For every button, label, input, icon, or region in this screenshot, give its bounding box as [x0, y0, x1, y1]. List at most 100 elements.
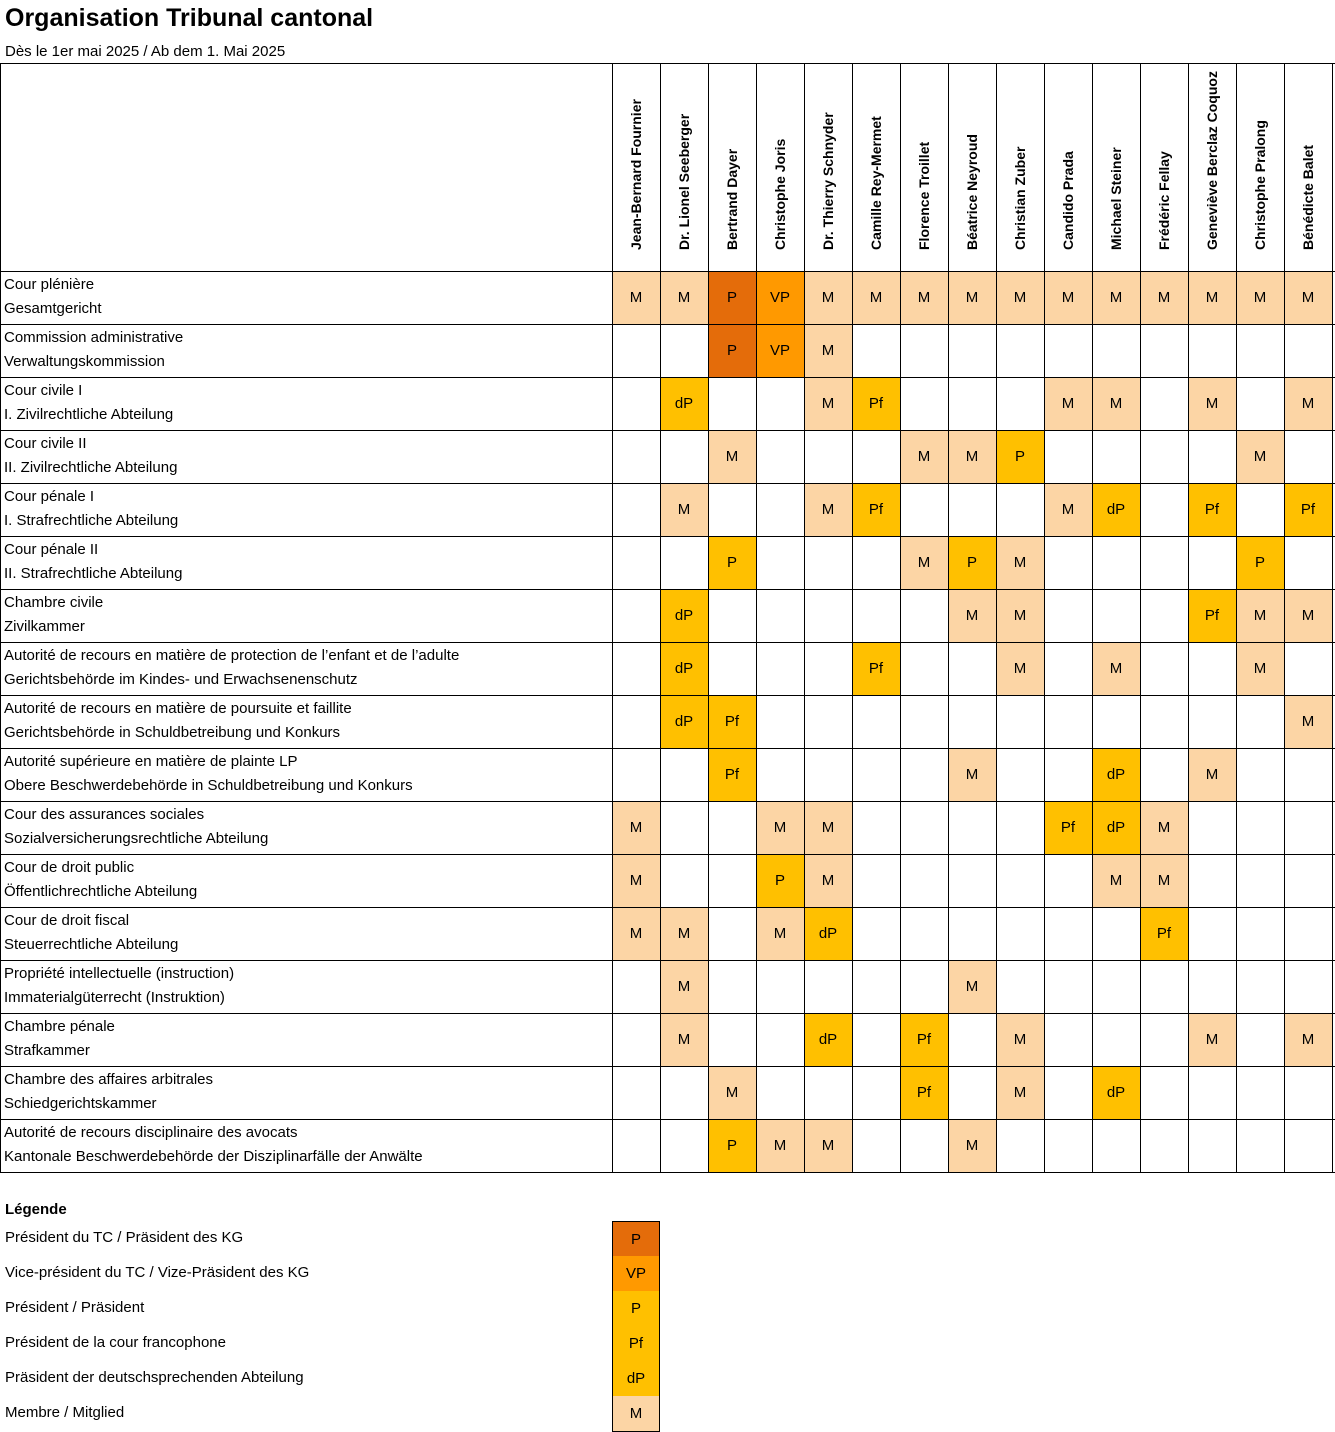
- column-divider: [1236, 63, 1237, 1172]
- role-cell-p: P: [948, 536, 996, 589]
- role-cell-dp: dP: [1092, 1066, 1140, 1119]
- role-cell-m: M: [804, 1119, 852, 1172]
- member-name: Bénédicte Balet: [1300, 144, 1316, 250]
- member-name: Camille Rey-Mermet: [868, 116, 884, 250]
- row-label-de: I. Strafrechtliche Abteilung: [4, 512, 179, 529]
- role-cell-m: M: [1236, 271, 1284, 324]
- row-label-de: Immaterialgüterrecht (Instruktion): [4, 989, 225, 1006]
- role-cell-m: M: [804, 801, 852, 854]
- column-divider: [1044, 63, 1045, 1172]
- role-cell-m: M: [948, 430, 996, 483]
- role-cell-pf: Pf: [1044, 801, 1092, 854]
- role-cell-m: M: [804, 854, 852, 907]
- column-header-member: Frédéric Fellay: [1140, 63, 1188, 270]
- column-divider: [756, 63, 757, 1172]
- role-cell-m: M: [660, 1013, 708, 1066]
- role-cell-m: M: [1044, 483, 1092, 536]
- role-cell-m: M: [660, 483, 708, 536]
- row-divider: [0, 960, 1335, 961]
- row-label-de: Kantonale Beschwerdebehörde der Diszipli…: [4, 1148, 423, 1165]
- role-cell-m: M: [1236, 430, 1284, 483]
- column-header-member: Camille Rey-Mermet: [852, 63, 900, 270]
- row-label-de: II. Strafrechtliche Abteilung: [4, 565, 183, 582]
- role-cell-m: M: [948, 748, 996, 801]
- role-cell-m: M: [1284, 1013, 1332, 1066]
- row-divider: [0, 801, 1335, 802]
- role-cell-m: M: [1284, 589, 1332, 642]
- role-cell-p: P: [996, 430, 1044, 483]
- column-divider: [660, 63, 661, 1172]
- legend-swatch-dp: dP: [612, 1361, 660, 1396]
- role-cell-vp: VP: [756, 271, 804, 324]
- member-name: Béatrice Neyroud: [964, 134, 980, 250]
- row-divider: [0, 642, 1335, 643]
- row-label-fr: Propriété intellectuelle (instruction): [4, 965, 235, 982]
- role-cell-m: M: [708, 430, 756, 483]
- row-label-de: Sozialversicherungsrechtliche Abteilung: [4, 830, 269, 847]
- legend-swatch-vp: VP: [612, 1256, 660, 1291]
- column-header-member: Michael Steiner: [1092, 63, 1140, 270]
- row-label-fr: Cour pénale II: [4, 541, 99, 558]
- role-cell-pf: Pf: [708, 748, 756, 801]
- role-cell-m: M: [996, 271, 1044, 324]
- row-divider: [0, 589, 1335, 590]
- row-label-de: Verwaltungskommission: [4, 353, 165, 370]
- role-cell-m: M: [1140, 801, 1188, 854]
- role-cell-m: M: [612, 271, 660, 324]
- role-cell-pf: Pf: [852, 642, 900, 695]
- row-divider: [0, 1013, 1335, 1014]
- column-header-member: Florence Troillet: [900, 63, 948, 270]
- row-divider: [0, 907, 1335, 908]
- role-cell-pf: Pf: [1188, 589, 1236, 642]
- column-divider: [948, 63, 949, 1172]
- role-cell-m: M: [996, 642, 1044, 695]
- role-cell-m: M: [948, 1119, 996, 1172]
- legend-swatch-p: P: [612, 1291, 660, 1326]
- row-label-fr: Autorité de recours en matière de protec…: [4, 647, 460, 664]
- role-cell-pf: Pf: [708, 695, 756, 748]
- role-cell-dp: dP: [1092, 483, 1140, 536]
- role-cell-m: M: [804, 271, 852, 324]
- row-label-fr: Cour plénière: [4, 276, 95, 293]
- column-header-member: Dr. Lionel Seeberger: [660, 63, 708, 270]
- row-divider: [0, 430, 1335, 431]
- role-cell-dp: dP: [1092, 801, 1140, 854]
- role-cell-m: M: [1092, 854, 1140, 907]
- organisation-table: Jean-Bernard Fournier Dr. Lionel Seeberge…: [0, 63, 1335, 1173]
- column-divider: [1188, 63, 1189, 1172]
- row-divider: [0, 1119, 1335, 1120]
- row-divider: [0, 271, 1335, 272]
- page-title: Organisation Tribunal cantonal: [5, 4, 374, 32]
- row-label-de: I. Zivilrechtliche Abteilung: [4, 406, 174, 423]
- role-cell-m: M: [996, 1066, 1044, 1119]
- row-label-de: Schiedgerichtskammer: [4, 1095, 157, 1112]
- role-cell-m: M: [1044, 377, 1092, 430]
- member-name: Christian Zuber: [1012, 146, 1028, 250]
- row-label-fr: Cour pénale I: [4, 488, 95, 505]
- row-divider: [0, 1066, 1335, 1067]
- table-edge: [0, 63, 1, 1172]
- member-name: Candido Prada: [1060, 151, 1076, 250]
- row-divider: [0, 483, 1335, 484]
- role-cell-pf: Pf: [1188, 483, 1236, 536]
- row-divider: [0, 536, 1335, 537]
- column-divider: [1092, 63, 1093, 1172]
- role-cell-m: M: [804, 483, 852, 536]
- role-cell-pf: Pf: [852, 483, 900, 536]
- role-cell-pf: Pf: [1140, 907, 1188, 960]
- role-cell-m: M: [996, 536, 1044, 589]
- role-cell-dp: dP: [660, 642, 708, 695]
- column-header-member: Bénédicte Balet: [1284, 63, 1332, 270]
- role-cell-m: M: [660, 907, 708, 960]
- role-cell-m: M: [1236, 589, 1284, 642]
- column-header-member: Béatrice Neyroud: [948, 63, 996, 270]
- role-cell-pf: Pf: [900, 1013, 948, 1066]
- member-name: Dr. Lionel Seeberger: [676, 113, 692, 250]
- member-name: Frédéric Fellay: [1156, 151, 1172, 250]
- role-cell-m: M: [1284, 377, 1332, 430]
- role-cell-m: M: [1044, 271, 1092, 324]
- column-header-member: Bertrand Dayer: [708, 63, 756, 270]
- member-name: Bertrand Dayer: [724, 148, 740, 250]
- row-divider: [0, 63, 1335, 64]
- role-cell-pf: Pf: [852, 377, 900, 430]
